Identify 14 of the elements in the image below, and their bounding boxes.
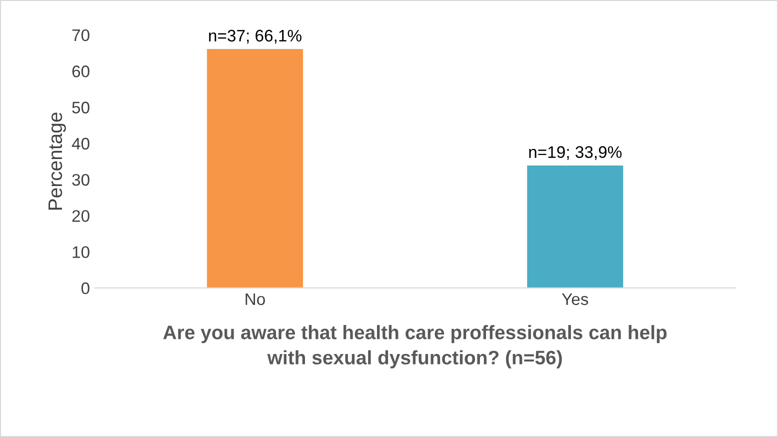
y-tick-label: 20 bbox=[72, 210, 90, 222]
x-tick-label: No bbox=[246, 293, 265, 306]
y-tick-label: 30 bbox=[72, 174, 90, 186]
y-axis-title: Percentage bbox=[48, 112, 66, 210]
x-tick-label: Yes bbox=[562, 293, 588, 306]
y-tick-label: 10 bbox=[72, 246, 90, 258]
x-axis-title: Are you aware that health care proffessionals can help with sexual dysfunction? (n=56) bbox=[163, 325, 667, 368]
y-tick-label: 60 bbox=[72, 66, 90, 78]
y-tick-label: 50 bbox=[72, 102, 90, 114]
y-tick-label: 0 bbox=[81, 282, 90, 294]
data-label: n=37; 66,1% bbox=[209, 30, 302, 44]
y-tick-label: 70 bbox=[72, 29, 90, 42]
data-label: n=19; 33,9% bbox=[529, 146, 622, 160]
y-tick-label: 40 bbox=[72, 138, 90, 150]
